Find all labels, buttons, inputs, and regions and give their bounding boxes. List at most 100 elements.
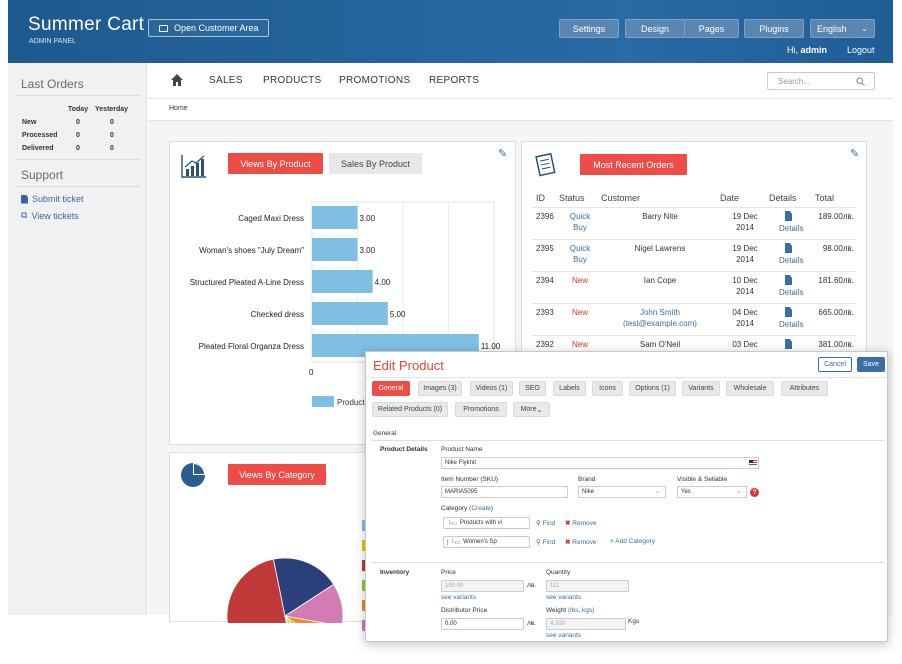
document-icon[interactable] [785, 339, 792, 349]
row-yesterday: 0 [110, 145, 114, 152]
tab-more[interactable]: More ⌄ [513, 402, 550, 417]
distributor-price-input[interactable]: 0.00 [441, 618, 524, 630]
bar[interactable] [312, 302, 388, 325]
brand-select[interactable]: Nike ⌄ [578, 486, 666, 498]
details-link[interactable]: Details [779, 320, 804, 329]
row-today: 0 [76, 132, 80, 139]
weight-units-link[interactable]: (lbs, kgs) [567, 607, 595, 614]
tab-variants[interactable]: Variants [682, 381, 720, 396]
language-select[interactable]: English ⌄ [810, 19, 875, 38]
settings-button[interactable]: Settings [559, 19, 619, 38]
see-variants-weight[interactable]: see variants [546, 632, 582, 639]
tab-attributes[interactable]: Attributes [781, 381, 828, 396]
breadcrumb-home[interactable]: Home [169, 105, 188, 112]
most-recent-orders-title[interactable]: Most Recent Orders [580, 154, 687, 175]
order-date: 04 Dec 2014 [722, 307, 768, 329]
product-name-label: Product Name [441, 446, 483, 453]
pencil-icon[interactable]: ✎ [498, 148, 508, 160]
bar[interactable] [312, 270, 373, 293]
view-tickets-link[interactable]: ⧉ View tickets [21, 210, 79, 221]
bar[interactable] [312, 238, 358, 261]
document-icon[interactable] [785, 307, 792, 317]
tab-labels[interactable]: Labels [553, 381, 586, 396]
remove-link-1[interactable]: ✖ Remove [565, 519, 596, 527]
remove-link-2[interactable]: ✖ Remove [565, 538, 596, 546]
tab-views-by-product[interactable]: Views By Product [228, 153, 323, 174]
tab-related-products[interactable]: Related Products (0) [372, 402, 448, 417]
save-button[interactable]: Save [857, 357, 885, 372]
tab-options[interactable]: Options (1) [629, 381, 676, 396]
visible-sellable-select[interactable]: Yes ⌄ [677, 486, 747, 498]
main-nav: SALES PRODUCTS PROMOTIONS REPORTS Search… [148, 63, 893, 99]
document-icon[interactable] [785, 243, 792, 253]
col-details: Details [769, 193, 797, 203]
home-icon[interactable] [170, 73, 184, 87]
find-link-2[interactable]: ⚲ Find [536, 538, 555, 546]
open-customer-area-button[interactable]: Open Customer Area [148, 19, 269, 37]
document-icon[interactable] [785, 211, 792, 221]
tab-icons[interactable]: Icons [592, 381, 623, 396]
details-link[interactable]: Details [779, 224, 804, 233]
details-link[interactable]: Details [779, 256, 804, 265]
divider [366, 377, 887, 378]
category-select-2[interactable]: | └▭ Women's Sp [443, 536, 530, 548]
category-select-1[interactable]: └▭ Products with vi [443, 517, 530, 529]
price-input[interactable]: 190.00 [441, 580, 524, 592]
product-name-input[interactable]: Nike Flyknit [441, 457, 759, 469]
order-status[interactable]: Quick Buy [560, 243, 600, 265]
tab-images[interactable]: Images (3) [418, 381, 462, 396]
order-status[interactable]: Quick Buy [560, 211, 600, 233]
col-today: Today [68, 106, 89, 113]
order-status[interactable]: New [560, 339, 600, 350]
plugins-button[interactable]: Plugins [744, 19, 804, 38]
pie-slice[interactable] [284, 615, 332, 623]
tab-seo[interactable]: SEO [519, 381, 546, 396]
submit-ticket-link[interactable]: Submit ticket [21, 194, 84, 204]
quantity-label: Quantity [546, 569, 571, 576]
tab-sales-by-product[interactable]: Sales By Product [329, 153, 422, 174]
order-customer[interactable]: John Smith (test@example.com) [601, 307, 719, 329]
pencil-icon[interactable]: ✎ [850, 148, 860, 160]
document-icon[interactable] [785, 275, 792, 285]
tab-promotions[interactable]: Promotions [455, 402, 507, 417]
weight-input[interactable]: 4.300 [546, 618, 626, 630]
add-category-link[interactable]: + Add Category [610, 538, 655, 545]
pages-button[interactable]: Pages [684, 19, 739, 38]
bar-value-label: 11.00 [481, 342, 501, 351]
see-variants-quantity[interactable]: see variants [546, 594, 582, 601]
bar[interactable] [312, 206, 358, 229]
search-icon[interactable] [856, 77, 865, 86]
flag-icon[interactable] [749, 460, 757, 466]
logo[interactable]: Summer Cart [28, 14, 145, 35]
tab-general[interactable]: General [372, 381, 410, 396]
details-link[interactable]: Details [779, 288, 804, 297]
pie-slice[interactable] [273, 557, 335, 617]
pie-slice[interactable] [226, 558, 297, 623]
logout-link[interactable]: Logout [847, 45, 875, 55]
date-line: 2014 [736, 223, 754, 232]
bar-value-label: 3.00 [360, 246, 376, 255]
help-icon[interactable]: ? [750, 488, 759, 497]
nav-products[interactable]: PRODUCTS [263, 75, 322, 86]
date-line: 10 Dec [732, 276, 758, 285]
see-variants-price[interactable]: see variants [441, 594, 477, 601]
cancel-button[interactable]: Cancel [818, 357, 852, 372]
tab-videos[interactable]: Videos (1) [470, 381, 513, 396]
tab-views-by-category[interactable]: Views By Category [228, 464, 326, 485]
create-category-link[interactable]: Create [471, 505, 491, 512]
order-status[interactable]: New [560, 275, 600, 286]
nav-promotions[interactable]: PROMOTIONS [339, 75, 411, 86]
design-button[interactable]: Design [625, 19, 685, 38]
top-header: Summer Cart ADMIN PANEL Open Customer Ar… [8, 0, 893, 63]
tab-wholesale[interactable]: Wholesale [726, 381, 774, 396]
sku-input[interactable]: MARIA5095 [441, 486, 568, 498]
find-link-1[interactable]: ⚲ Find [536, 519, 555, 527]
quantity-input[interactable]: 111 [546, 580, 629, 592]
nav-reports[interactable]: REPORTS [429, 75, 480, 86]
bar-category-label: Structured Pleated A-Line Dress [190, 278, 304, 287]
search-input[interactable]: Search... [767, 72, 875, 90]
chart-icon [181, 155, 206, 178]
order-status[interactable]: New [560, 307, 600, 318]
nav-sales[interactable]: SALES [209, 75, 243, 86]
views-by-product-panel: Views By Product Sales By Product ✎ Cage… [169, 141, 516, 445]
